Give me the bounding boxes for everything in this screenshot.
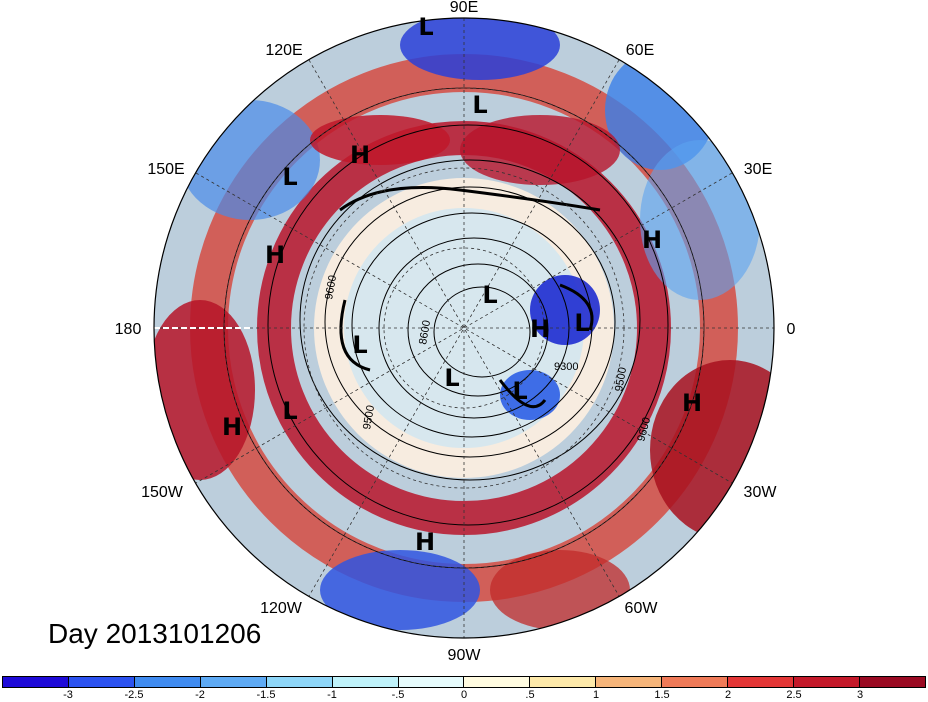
lon-label-180: 180 [115,321,142,338]
lon-label-30w: 30W [744,484,778,501]
colorbar-tick-label: -1.5 [256,689,276,701]
colorbar-swatch [3,677,69,687]
colorbar-tick-label: -2.5 [124,689,144,701]
colorbar-swatch [332,677,399,687]
colorbar-swatch [530,677,597,687]
lon-label-120e: 120E [265,42,302,59]
colorbar [2,676,926,688]
lon-label-90e: 90E [450,0,478,16]
colorbar-tick-label: -1 [327,689,337,701]
map-title: Day 2013101206 [48,618,262,649]
contour-label: 8600 [417,319,433,345]
colorbar-tick-label: 2 [724,689,732,701]
pressure-center: L [282,397,297,425]
graticule [154,18,774,638]
pressure-center: L [574,309,589,337]
pressure-center: L [418,13,433,41]
pressure-center: L [282,163,297,191]
pressure-center: L [482,281,497,309]
pressure-center: H [530,315,550,343]
pressure-center: L [512,377,527,405]
contour-label: 9500 [613,366,629,392]
colorbar-tick-label: -2 [195,689,205,701]
pressure-center: L [472,91,487,119]
colorbar-swatch [859,677,925,687]
colorbar-tick-label: 1 [592,689,600,701]
colorbar-swatch [794,677,860,687]
lon-label-120w: 120W [260,600,303,617]
colorbar-swatch [662,677,729,687]
colorbar-swatch [200,677,267,687]
pressure-center: H [265,241,285,269]
pressure-center: H [682,389,702,417]
lon-label-90w: 90W [448,647,482,664]
colorbar-tick-label: -3 [63,689,73,701]
colorbar-tick-label: 3 [856,689,864,701]
pressure-center: H [642,226,662,254]
colorbar-tick-label: 2.5 [786,689,802,701]
colorbar-swatch [398,677,465,687]
colorbar-swatch [596,677,663,687]
colorbar-tick-labels: -3 -2.5 -2 -1.5 -1 -.5 0 .5 1 1.5 2 2.5 3 [2,689,926,702]
colorbar-swatch [68,677,135,687]
colorbar-tick-label: -.5 [391,689,405,701]
colorbar-swatch [464,677,531,687]
lon-label-0: 0 [787,321,796,338]
lon-label-30e: 30E [744,161,772,178]
colorbar-swatch [266,677,333,687]
colorbar-swatch [728,677,795,687]
contour-label: 9500 [361,404,377,430]
pressure-center: L [444,364,459,392]
lon-label-60w: 60W [625,600,659,617]
map-boundary [153,17,775,639]
contour-label: 9300 [554,361,578,373]
colorbar-tick-label: 0 [460,689,468,701]
colorbar-tick-label: 1.5 [654,689,670,701]
colorbar-swatch [134,677,201,687]
lon-label-150w: 150W [141,484,184,501]
colorbar-tick-label: .5 [525,689,535,701]
contour-label: 9600 [323,274,339,300]
lon-label-60e: 60E [626,42,654,59]
pressure-center: L [352,331,367,359]
pressure-center: H [415,528,435,556]
pressure-center: H [222,413,242,441]
lon-label-150e: 150E [147,161,184,178]
pressure-center: H [350,141,370,169]
